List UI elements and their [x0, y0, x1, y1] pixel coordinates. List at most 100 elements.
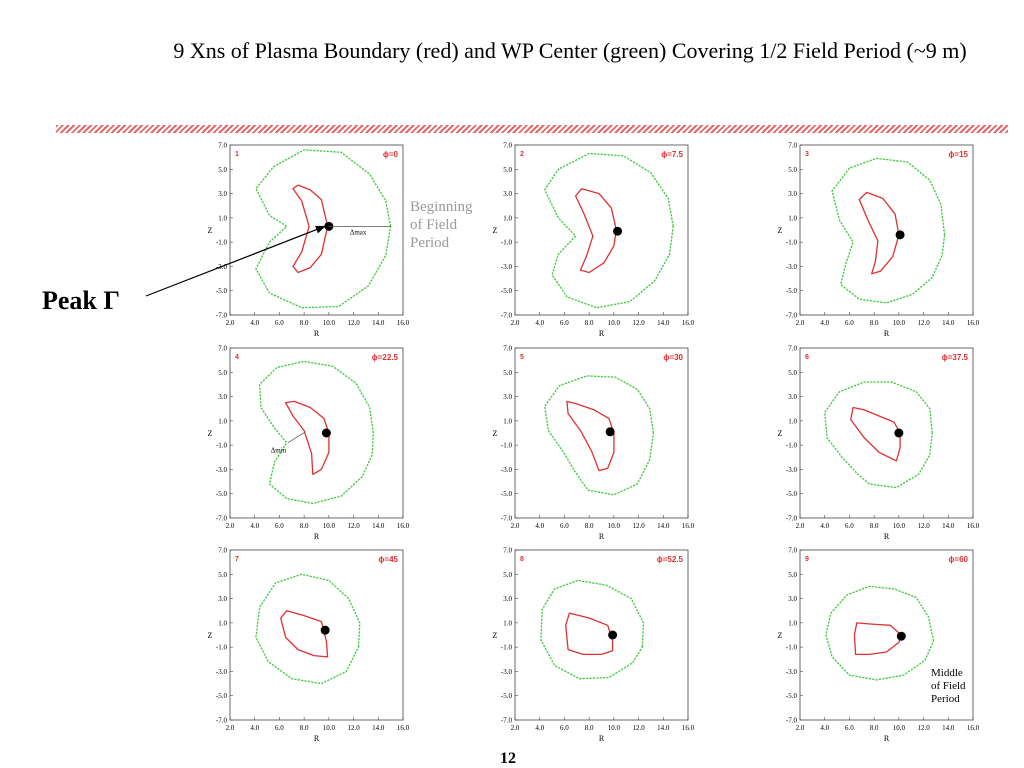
page-number: 12 — [500, 750, 516, 767]
x-axis-label: R — [314, 734, 320, 743]
phi-label: ϕ=52.5 — [657, 555, 684, 564]
decorative-divider — [56, 125, 1008, 133]
x-tick-label: 10.0 — [323, 319, 336, 327]
chart-panel-4: 2.0 4.0 6.0 8.0 10.0 12.0 14.0 16.0 7.0 5.0 3.0 1.0… — [205, 343, 410, 543]
y-tick-label: 7.0 — [788, 345, 797, 353]
y-tick-label: 1.0 — [218, 417, 227, 425]
phi-label: ϕ=30 — [663, 353, 683, 362]
chart-panel-9: 2.0 4.0 6.0 8.0 10.0 12.0 14.0 16.0 7.0 5.0 3.0 1.0… — [775, 545, 980, 745]
y-tick-label: 5.0 — [503, 166, 512, 174]
x-tick-label: 10.0 — [608, 724, 621, 732]
x-tick-label: 12.0 — [347, 522, 360, 530]
phi-label: ϕ=0 — [383, 150, 399, 159]
peak-point — [605, 427, 615, 437]
x-tick-label: 12.0 — [917, 522, 930, 530]
x-tick-label: 14.0 — [942, 319, 955, 327]
y-tick-label: 7.0 — [503, 345, 512, 353]
y-tick-label: 1.0 — [218, 619, 227, 627]
x-tick-label: 2.0 — [226, 724, 235, 732]
y-tick-label: -7.0 — [786, 312, 798, 320]
x-tick-label: 4.0 — [250, 522, 259, 530]
x-tick-label: 16.0 — [397, 319, 410, 327]
x-tick-label: 2.0 — [511, 319, 520, 327]
panel-number-label: 3 — [805, 151, 809, 158]
chart-svg-4: 2.0 4.0 6.0 8.0 10.0 12.0 14.0 16.0 7.0 5.0 3.0 1.0… — [208, 345, 410, 542]
y-tick-label: 5.0 — [788, 166, 797, 174]
x-tick-label: 4.0 — [820, 319, 829, 327]
x-tick-label: 8.0 — [300, 724, 309, 732]
y-tick-label: 5.0 — [788, 571, 797, 579]
wp-center-curve — [255, 149, 392, 309]
x-tick-label: 2.0 — [511, 522, 520, 530]
x-tick-label: 12.0 — [632, 522, 645, 530]
plot-frame — [229, 549, 404, 721]
plasma-boundary-curve — [850, 406, 901, 462]
plasma-boundary-curve — [858, 191, 900, 275]
wp-center-curve — [831, 157, 946, 304]
y-axis-label: Z — [493, 226, 498, 235]
beginning-label-line-2: of Field — [410, 217, 458, 233]
x-axis-label: R — [314, 329, 320, 338]
y-tick-label: 3.0 — [218, 595, 227, 603]
y-tick-label: 5.0 — [788, 369, 797, 377]
wp-center-curve — [544, 152, 674, 309]
slide-title: 9 Xns of Plasma Boundary (red) and WP Ce… — [173, 38, 967, 63]
x-axis-label: R — [314, 532, 320, 541]
x-axis-label: R — [599, 329, 605, 338]
y-tick-label: -3.0 — [501, 668, 513, 676]
y-tick-label: 1.0 — [503, 619, 512, 627]
y-tick-label: 7.0 — [218, 142, 227, 150]
y-tick-label: -7.0 — [501, 717, 513, 725]
y-tick-label: 5.0 — [218, 369, 227, 377]
plot-frame — [514, 144, 689, 316]
x-tick-label: 14.0 — [372, 319, 385, 327]
panel-number-label: 2 — [520, 151, 524, 158]
peak-point — [895, 230, 905, 240]
y-axis-label: Z — [778, 226, 783, 235]
x-tick-label: 12.0 — [632, 724, 645, 732]
x-tick-label: 4.0 — [250, 319, 259, 327]
peak-gamma-label: Peak Γ — [42, 286, 120, 315]
x-tick-label: 8.0 — [585, 522, 594, 530]
plot-frame — [514, 549, 689, 721]
x-tick-label: 14.0 — [657, 319, 670, 327]
y-tick-label: 1.0 — [503, 417, 512, 425]
chart-svg-2: 2.0 4.0 6.0 8.0 10.0 12.0 14.0 16.0 7.0 5.0 3.0 1.0… — [493, 142, 695, 339]
chart-svg-8: 2.0 4.0 6.0 8.0 10.0 12.0 14.0 16.0 7.0 5.0 3.0 1.0… — [493, 547, 695, 744]
y-tick-label: -7.0 — [786, 515, 798, 523]
y-tick-label: 7.0 — [218, 345, 227, 353]
y-tick-label: -7.0 — [501, 515, 513, 523]
middle-label-line-1: Middle — [931, 667, 963, 679]
x-tick-label: 16.0 — [682, 724, 695, 732]
y-tick-label: 7.0 — [788, 547, 797, 555]
panel-number-label: 6 — [805, 354, 809, 361]
y-tick-label: -7.0 — [786, 717, 798, 725]
middle-label-line-3: Period — [931, 693, 960, 705]
y-tick-label: -5.0 — [786, 692, 798, 700]
y-tick-label: -1.0 — [786, 239, 798, 247]
phi-label: ϕ=15 — [948, 150, 968, 159]
x-tick-label: 10.0 — [323, 724, 336, 732]
y-axis-label: Z — [208, 631, 213, 640]
y-tick-label: -3.0 — [501, 466, 513, 474]
y-tick-label: 3.0 — [788, 393, 797, 401]
x-tick-label: 16.0 — [682, 522, 695, 530]
y-tick-label: -7.0 — [216, 717, 228, 725]
peak-point — [894, 428, 904, 438]
chart-svg-9: 2.0 4.0 6.0 8.0 10.0 12.0 14.0 16.0 7.0 5.0 3.0 1.0… — [778, 547, 980, 744]
x-tick-label: 2.0 — [226, 522, 235, 530]
y-axis-label: Z — [778, 631, 783, 640]
x-tick-label: 14.0 — [657, 724, 670, 732]
y-tick-label: 5.0 — [218, 166, 227, 174]
y-tick-label: 3.0 — [218, 393, 227, 401]
y-tick-label: -1.0 — [501, 442, 513, 450]
x-tick-label: 10.0 — [893, 724, 906, 732]
chart-svg-5: 2.0 4.0 6.0 8.0 10.0 12.0 14.0 16.0 7.0 5.0 3.0 1.0… — [493, 345, 695, 542]
y-tick-label: -3.0 — [786, 263, 798, 271]
y-tick-label: -1.0 — [216, 644, 228, 652]
wp-center-curve — [544, 375, 655, 496]
y-axis-label: Z — [208, 429, 213, 438]
plot-frame — [799, 347, 974, 519]
x-tick-label: 8.0 — [870, 522, 879, 530]
phi-label: ϕ=60 — [948, 555, 968, 564]
